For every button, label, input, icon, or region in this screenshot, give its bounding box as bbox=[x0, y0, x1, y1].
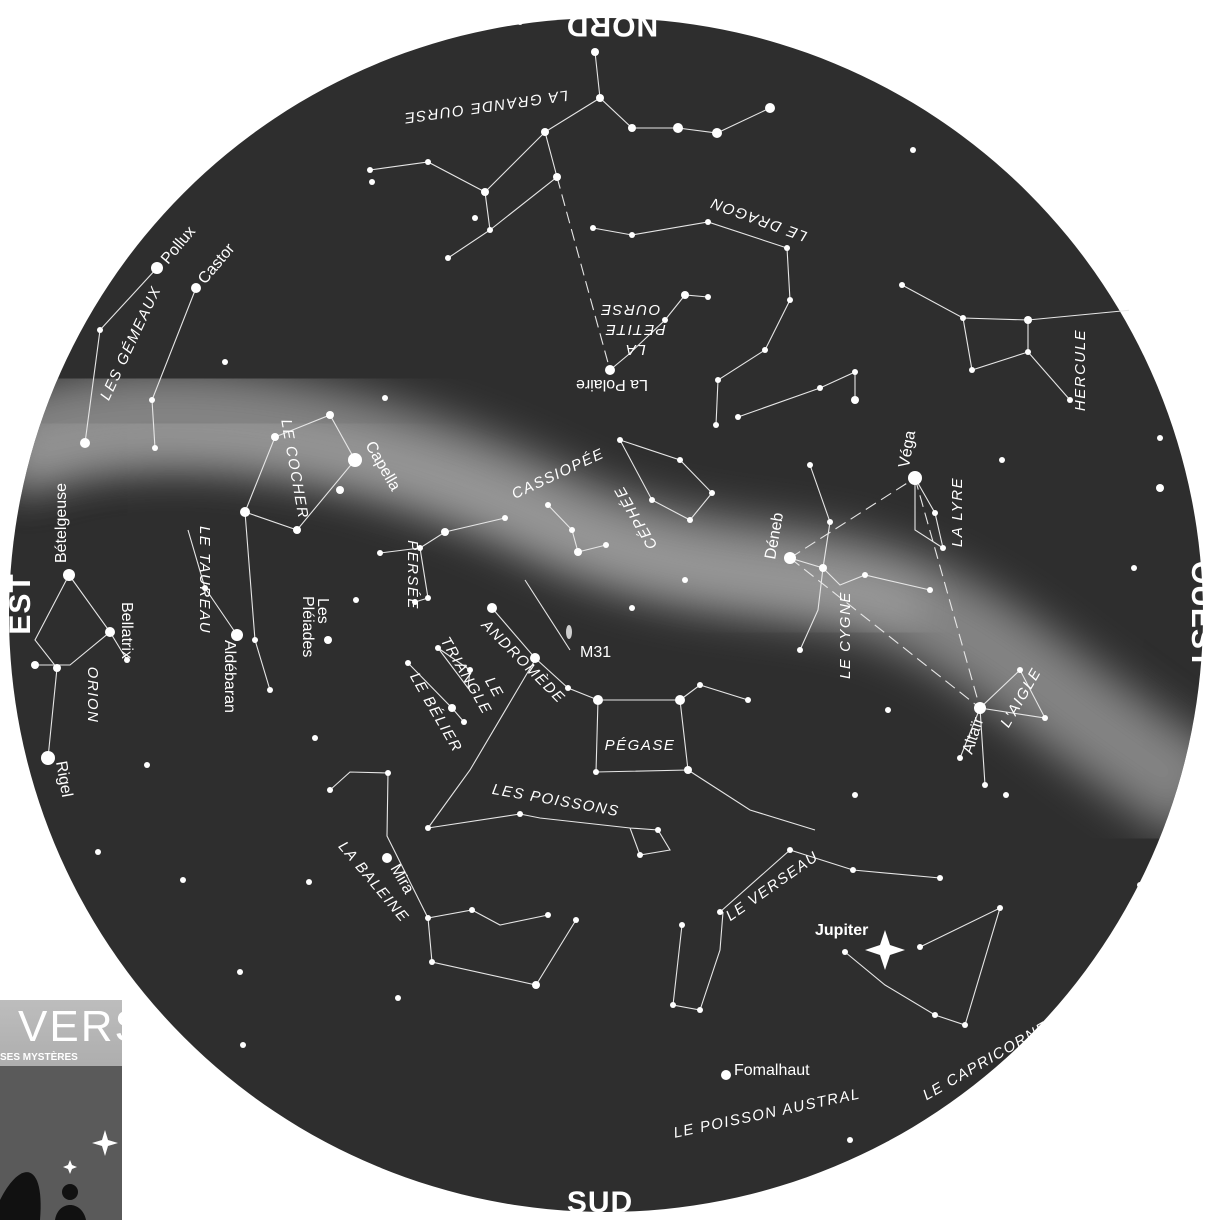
label-taureau: LE TAUREAU bbox=[196, 526, 213, 634]
label-jupiter: Jupiter bbox=[815, 922, 868, 939]
label-aldebaran: Aldébaran bbox=[221, 640, 238, 713]
label-betelgeuse: Bételgeuse bbox=[53, 483, 70, 563]
cardinal-west: OUEST bbox=[1185, 561, 1206, 669]
label-petite-ourse-3: OURSE bbox=[600, 301, 661, 318]
cardinal-east: EST bbox=[4, 573, 37, 634]
label-m31: M31 bbox=[580, 644, 611, 661]
cardinal-south: SUD bbox=[567, 1186, 633, 1219]
label-petite-ourse-1: LA bbox=[624, 341, 645, 358]
logo-tagline: SES MYSTÈRES bbox=[0, 1052, 78, 1063]
label-pleiades-1: Les bbox=[314, 598, 331, 624]
label-orion: ORION bbox=[84, 667, 101, 724]
logo-word: VERS bbox=[18, 1002, 122, 1051]
cardinal-north: NORD bbox=[566, 9, 658, 42]
label-lyre: LA LYRE bbox=[949, 477, 966, 547]
label-vega: Véga bbox=[896, 429, 919, 469]
label-fomalhaut: Fomalhaut bbox=[734, 1062, 810, 1079]
sky-disc bbox=[9, 18, 1203, 1212]
m31-galaxy-icon bbox=[566, 625, 572, 639]
logo-graphic bbox=[0, 1066, 122, 1220]
label-pleiades-2: Pléiades bbox=[299, 596, 316, 657]
univers-logo: VERS SES MYSTÈRES bbox=[0, 1000, 122, 1220]
label-cygne: LE CYGNE bbox=[837, 591, 854, 679]
label-petite-ourse-2: PETITE bbox=[604, 321, 666, 338]
label-rigel: Rigel bbox=[52, 760, 75, 799]
label-persee: PERSÉE bbox=[404, 540, 421, 610]
label-pegase: PÉGASE bbox=[605, 737, 676, 754]
stars bbox=[31, 19, 1198, 1143]
jupiter-star-icon bbox=[865, 930, 905, 970]
label-polaire: La Polaire bbox=[576, 376, 648, 393]
label-hercule: HERCULE bbox=[1072, 329, 1089, 411]
label-bellatrix: Bellatrix bbox=[118, 602, 135, 659]
